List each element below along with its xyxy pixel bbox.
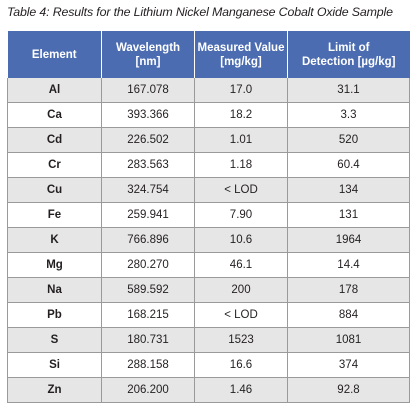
cell-lod: 134 [287, 177, 410, 203]
table-row: Cd 226.502 1.01 520 [7, 127, 410, 153]
results-table: Element Wavelength [nm] Measured Value [… [7, 31, 410, 403]
cell-measured: 1.18 [194, 152, 288, 178]
cell-element: Cu [7, 177, 102, 203]
table-row: Zn 206.200 1.46 92.8 [7, 377, 410, 403]
cell-wavelength: 283.563 [101, 152, 195, 178]
results-table-container: Element Wavelength [nm] Measured Value [… [7, 31, 410, 403]
cell-element: S [7, 327, 102, 353]
header-wavelength-line2: [nm] [135, 55, 161, 68]
cell-wavelength: 168.215 [101, 302, 195, 328]
cell-element: Pb [7, 302, 102, 328]
header-limit-of-detection: Limit of Detection [µg/kg] [287, 31, 410, 78]
cell-lod: 884 [287, 302, 410, 328]
table-header: Element Wavelength [nm] Measured Value [… [7, 31, 410, 78]
cell-element: Mg [7, 252, 102, 278]
cell-element: Al [7, 78, 102, 103]
header-element: Element [7, 31, 102, 78]
cell-wavelength: 393.366 [101, 102, 195, 128]
table-row: S 180.731 1523 1081 [7, 327, 410, 353]
cell-measured: < LOD [194, 177, 288, 203]
cell-lod: 3.3 [287, 102, 410, 128]
cell-wavelength: 288.158 [101, 352, 195, 378]
table-row: Fe 259.941 7.90 131 [7, 202, 410, 228]
cell-measured: 1.01 [194, 127, 288, 153]
cell-measured: 16.6 [194, 352, 288, 378]
cell-measured: 200 [194, 277, 288, 303]
cell-element: Ca [7, 102, 102, 128]
cell-lod: 1964 [287, 227, 410, 253]
cell-element: Cd [7, 127, 102, 153]
cell-lod: 131 [287, 202, 410, 228]
cell-element: Fe [7, 202, 102, 228]
header-lod-line2: Detection [µg/kg] [301, 55, 396, 68]
cell-measured: 7.90 [194, 202, 288, 228]
cell-lod: 31.1 [287, 78, 410, 103]
table-row: Al 167.078 17.0 31.1 [7, 78, 410, 103]
cell-lod: 60.4 [287, 152, 410, 178]
cell-lod: 14.4 [287, 252, 410, 278]
cell-wavelength: 206.200 [101, 377, 195, 403]
header-lod-line1: Limit of [327, 41, 370, 54]
cell-measured: 1523 [194, 327, 288, 353]
cell-element: K [7, 227, 102, 253]
cell-wavelength: 259.941 [101, 202, 195, 228]
table-row: Na 589.592 200 178 [7, 277, 410, 303]
header-wavelength-line1: Wavelength [115, 41, 181, 54]
table-row: Cr 283.563 1.18 60.4 [7, 152, 410, 178]
header-measured-value: Measured Value [mg/kg] [194, 31, 288, 78]
cell-measured: 46.1 [194, 252, 288, 278]
cell-measured: 17.0 [194, 78, 288, 103]
header-measured-line1: Measured Value [197, 41, 285, 54]
table-row: Si 288.158 16.6 374 [7, 352, 410, 378]
cell-measured: < LOD [194, 302, 288, 328]
cell-lod: 1081 [287, 327, 410, 353]
cell-wavelength: 167.078 [101, 78, 195, 103]
cell-wavelength: 226.502 [101, 127, 195, 153]
table-row: Cu 324.754 < LOD 134 [7, 177, 410, 203]
table-body: Al 167.078 17.0 31.1 Ca 393.366 18.2 3.3… [7, 78, 410, 403]
cell-wavelength: 180.731 [101, 327, 195, 353]
cell-measured: 18.2 [194, 102, 288, 128]
cell-measured: 1.46 [194, 377, 288, 403]
header-measured-line2: [mg/kg] [220, 55, 262, 68]
table-row: K 766.896 10.6 1964 [7, 227, 410, 253]
header-row: Element Wavelength [nm] Measured Value [… [7, 31, 410, 78]
cell-element: Zn [7, 377, 102, 403]
header-wavelength: Wavelength [nm] [101, 31, 195, 78]
cell-measured: 10.6 [194, 227, 288, 253]
cell-element: Si [7, 352, 102, 378]
cell-wavelength: 766.896 [101, 227, 195, 253]
cell-wavelength: 280.270 [101, 252, 195, 278]
cell-wavelength: 324.754 [101, 177, 195, 203]
table-row: Pb 168.215 < LOD 884 [7, 302, 410, 328]
cell-element: Cr [7, 152, 102, 178]
table-caption: Table 4: Results for the Lithium Nickel … [7, 5, 393, 19]
cell-lod: 374 [287, 352, 410, 378]
cell-lod: 178 [287, 277, 410, 303]
cell-lod: 92.8 [287, 377, 410, 403]
cell-element: Na [7, 277, 102, 303]
cell-wavelength: 589.592 [101, 277, 195, 303]
cell-lod: 520 [287, 127, 410, 153]
table-row: Mg 280.270 46.1 14.4 [7, 252, 410, 278]
header-element-label: Element [31, 48, 77, 61]
table-row: Ca 393.366 18.2 3.3 [7, 102, 410, 128]
